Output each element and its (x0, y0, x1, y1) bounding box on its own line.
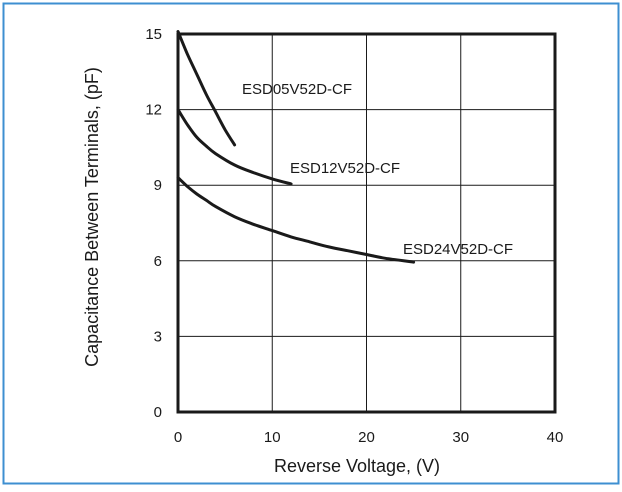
series-line (176, 108, 293, 186)
x-axis-label: Reverse Voltage, (V) (274, 456, 440, 476)
series-label: ESD24V52D-CF (403, 241, 513, 258)
x-tick-label: 20 (358, 429, 375, 446)
y-tick-label: 6 (154, 253, 162, 270)
plot-box (176, 32, 557, 414)
y-tick-label: 12 (145, 102, 162, 119)
plot-area (176, 32, 557, 414)
y-tick-label: 9 (154, 177, 162, 194)
series-labels: ESD05V52D-CF ESD12V52D-CF ESD24V52D-CF (242, 81, 513, 258)
y-tick-label: 3 (154, 328, 162, 345)
y-axis-label: Capacitance Between Terminals, (pF) (82, 67, 102, 367)
x-tick-labels: 0 10 20 30 40 (174, 429, 564, 446)
x-tick-label: 30 (452, 429, 469, 446)
series-label: ESD12V52D-CF (290, 160, 400, 177)
x-tick-label: 10 (264, 429, 281, 446)
series-label: ESD05V52D-CF (242, 81, 352, 98)
y-tick-label: 0 (154, 404, 162, 421)
y-tick-label: 15 (145, 26, 162, 43)
grid-lines (178, 34, 555, 412)
y-tick-labels: 0 3 6 9 12 15 (145, 26, 162, 421)
x-tick-label: 40 (547, 429, 564, 446)
x-tick-label: 0 (174, 429, 182, 446)
series-curves (176, 30, 416, 264)
series-line (176, 176, 416, 264)
series-line (176, 30, 237, 147)
